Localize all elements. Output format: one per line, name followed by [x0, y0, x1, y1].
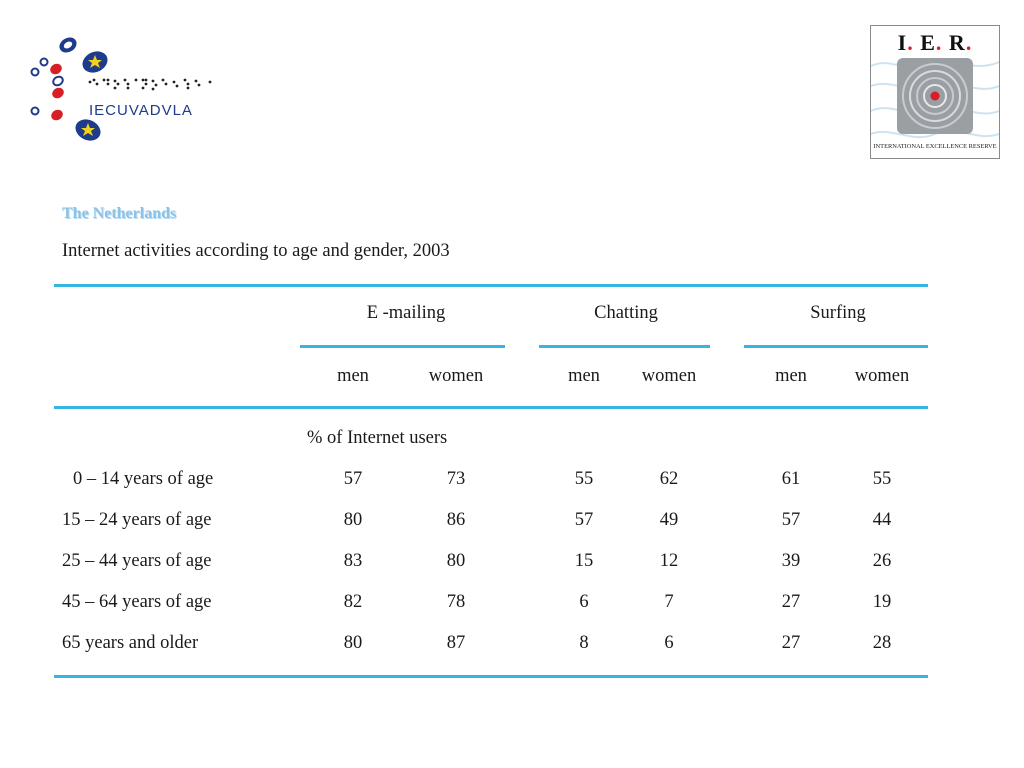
table-cell: 78 — [446, 592, 466, 612]
table-cell: 6 — [664, 633, 674, 653]
table-cell: 57 — [343, 469, 363, 489]
table-cell: 57 — [574, 510, 594, 530]
target-emblem-icon — [871, 58, 999, 139]
row-label: 0 – 14 years of age — [73, 469, 214, 489]
ier-letter-i: I — [897, 30, 908, 55]
ier-letter-r: R — [948, 30, 966, 55]
subheader-chatting-women: women — [641, 366, 697, 386]
table-cell: 87 — [446, 633, 466, 653]
table-cell: 7 — [664, 592, 674, 612]
row-label: 15 – 24 years of age — [62, 510, 212, 530]
table-cell: 15 — [574, 551, 594, 571]
orbit-logo-icon: IECUVADVLA — [30, 37, 212, 141]
group-rule-emailing — [300, 345, 505, 348]
table-cell: 57 — [781, 510, 801, 530]
ier-caption: INTERNATIONAL EXCELLENCE RESERVE — [873, 143, 997, 150]
table-cell: 8 — [579, 633, 589, 653]
logo-wordmark: IECUVADVLA — [89, 102, 193, 119]
table-cell: 82 — [343, 592, 363, 612]
table-cell: 73 — [446, 469, 466, 489]
table-subtitle: Internet activities according to age and… — [62, 241, 450, 261]
table-cell: 26 — [872, 551, 892, 571]
ier-letter-e: E — [920, 30, 936, 55]
table-cell: 27 — [781, 633, 801, 653]
subheader-emailing-men: men — [337, 366, 369, 386]
subheader-chatting-men: men — [568, 366, 600, 386]
table-cell: 19 — [872, 592, 892, 612]
top-rule — [54, 284, 928, 287]
table-cell: 12 — [659, 551, 679, 571]
row-label: 45 – 64 years of age — [62, 592, 212, 612]
group-header-emailing: E -mailing — [366, 303, 446, 323]
row-label: 65 years and older — [62, 633, 199, 653]
subheader-surfing-women: women — [854, 366, 910, 386]
table-cell: 80 — [446, 551, 466, 571]
table-cell: 55 — [574, 469, 594, 489]
ier-logo: I. E. R. INTERNATIONAL EXCELLENCE RESERV… — [870, 25, 1000, 159]
bottom-rule — [54, 675, 928, 678]
row-label: 25 – 44 years of age — [62, 551, 212, 571]
table-cell: 55 — [872, 469, 892, 489]
country-title: The Netherlands — [62, 205, 177, 222]
table-cell: 86 — [446, 510, 466, 530]
table-cell: 49 — [659, 510, 679, 530]
table-cell: 39 — [781, 551, 801, 571]
table-cell: 83 — [343, 551, 363, 571]
group-rule-chatting — [539, 345, 710, 348]
subheader-emailing-women: women — [428, 366, 484, 386]
table-cell: 27 — [781, 592, 801, 612]
table-cell: 80 — [343, 633, 363, 653]
table-cell: 61 — [781, 469, 801, 489]
group-rule-surfing — [744, 345, 928, 348]
subheader-surfing-men: men — [775, 366, 807, 386]
table-cell: 44 — [872, 510, 892, 530]
table-cell: 28 — [872, 633, 892, 653]
group-header-surfing: Surfing — [810, 303, 866, 323]
table-cell: 80 — [343, 510, 363, 530]
unit-label: % of Internet users — [307, 428, 448, 448]
table-cell: 62 — [659, 469, 679, 489]
header-rule — [54, 406, 928, 409]
group-header-chatting: Chatting — [594, 303, 658, 323]
table-cell: 6 — [579, 592, 589, 612]
iecuvadvla-logo: IECUVADVLA — [22, 34, 222, 146]
ier-letters: I. E. R. — [897, 30, 973, 55]
